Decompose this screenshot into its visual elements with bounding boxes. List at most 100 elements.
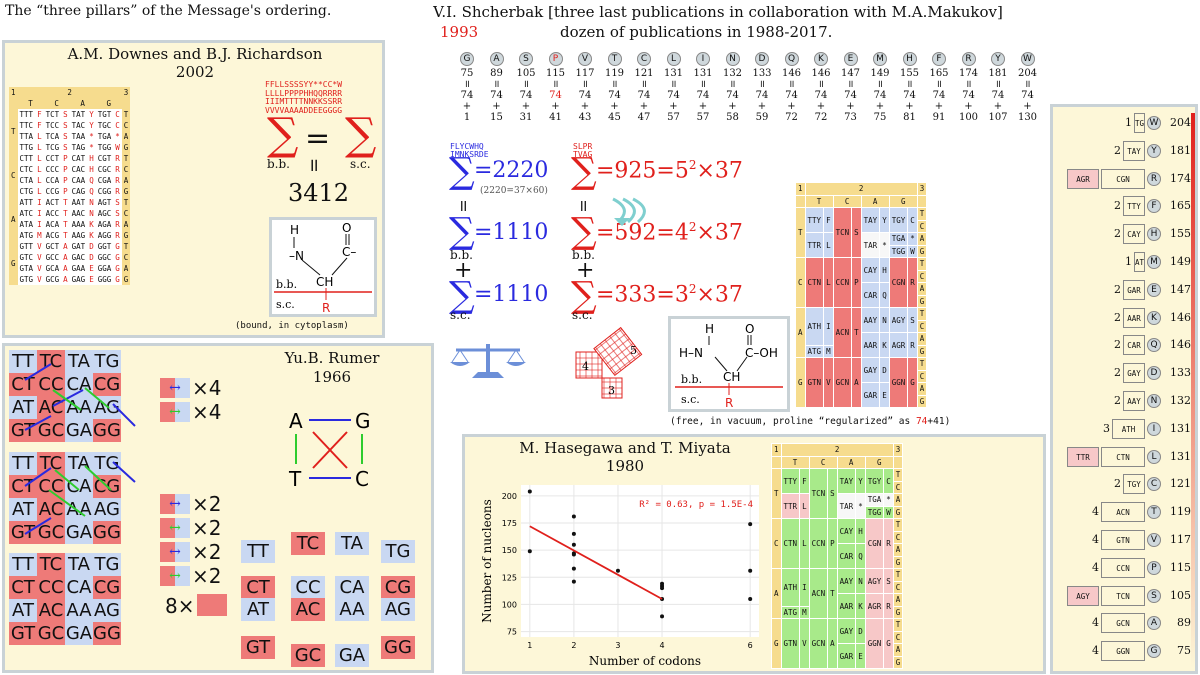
codon-group: H <box>879 257 890 283</box>
multiplier-label: ×2 <box>192 540 222 564</box>
aa-mass-value: 146 <box>1170 338 1191 352</box>
codon-group: * <box>883 493 894 507</box>
table-row: GAR E A <box>796 382 928 408</box>
codon-group: E <box>855 643 866 669</box>
aa-rank-row: 4 ACN T 119 <box>1053 502 1195 523</box>
star-dinucleotide: TC <box>291 532 325 555</box>
dinucleotide-CA: CA <box>65 475 93 498</box>
aa-mass: 146 <box>781 68 802 79</box>
eq-sign: ॥ <box>788 79 795 90</box>
aa-cell: G <box>113 274 122 285</box>
aa-letter-L: L <box>666 52 681 66</box>
codon-group: Q <box>855 543 866 569</box>
aa-mass: 121 <box>634 68 654 79</box>
pythagorean-squares-icon: 4 5 3 <box>575 326 643 399</box>
twisted-arrow-icon <box>612 197 646 226</box>
aa-column: F 165 ॥ 74 +91 <box>927 52 951 123</box>
multiplier-row: ↔ ×2 <box>160 564 221 588</box>
aa-letter-H: H <box>902 52 917 66</box>
codon-cell: GCC <box>43 252 62 263</box>
codon-count: 1 <box>1125 255 1132 268</box>
codon-cell: TGT <box>95 109 114 120</box>
rumer-row: GT GCGAGG <box>9 622 121 645</box>
data-point <box>571 552 576 557</box>
codon-count: 2 <box>1114 394 1121 407</box>
dinucleotide-AA: AA <box>65 599 93 622</box>
node-G: G <box>355 409 371 433</box>
aa-column: D 133 ॥ 74 +59 <box>750 52 774 123</box>
first-base: G <box>9 241 18 285</box>
table-row: T TTY F TCN S TAY Y TGY C T <box>795 207 928 258</box>
codon-box: ATH <box>1112 418 1145 439</box>
eq-sign: ॥ <box>818 79 824 90</box>
codon-group: TCN <box>808 468 829 519</box>
codon-group: AAY <box>860 307 881 333</box>
aa-sidechain-mass: 31 <box>519 112 533 123</box>
aa-letter-Y: Y <box>991 52 1005 66</box>
codon-count: 4 <box>1092 644 1099 658</box>
aa-cell: V <box>35 263 44 274</box>
aa-string: VVVVAAAADDEEGGGG <box>265 105 343 115</box>
eq-sign: ॥ <box>906 79 913 90</box>
aa-rank-row: 6AGRCGNR174 <box>1053 168 1195 189</box>
multiplier-label: ×4 <box>192 376 222 400</box>
aa-rank-row: 3 ATH I 131 <box>1053 418 1195 439</box>
aa-string: IIIMTTTTNNKKSSRR <box>265 97 343 106</box>
codon-box: TCN <box>1101 585 1145 606</box>
codon-group: TTY <box>780 468 801 494</box>
codon-group: GAY <box>860 357 881 383</box>
aa-offset: 74 <box>991 90 1005 101</box>
aa-letter-G: G <box>1147 644 1161 659</box>
table-row: GTG V GCG A GAG E GGG G G <box>9 274 131 285</box>
sum-592: =592=42×37 <box>596 220 743 246</box>
third-base: G <box>121 230 131 241</box>
codon-group: A <box>827 618 838 669</box>
aa-cell: V <box>35 241 44 252</box>
aa-mass: 204 <box>1017 68 1038 79</box>
table-row: TGG W G <box>772 505 904 519</box>
table-row: G <box>796 394 928 408</box>
aa-cell: E <box>87 263 96 274</box>
plus-sign: + <box>875 101 885 112</box>
dinucleotide-CT: CT <box>9 576 37 599</box>
sum-333: =333=32×37 <box>596 282 743 308</box>
svg-text:5: 5 <box>630 344 637 357</box>
aa-sidechain-mass: 59 <box>755 112 769 123</box>
codon-cell: CTC <box>17 164 36 175</box>
aa-rank-row: 2 GAR E 147 <box>1053 279 1195 300</box>
codon-cell: GAC <box>69 252 88 263</box>
codon-group: TGG <box>888 244 909 258</box>
codon-group: * <box>879 232 890 258</box>
codon-cell: CAC <box>69 164 88 175</box>
codon-box: AAY <box>1123 391 1145 411</box>
star-dinucleotide: AC <box>291 598 325 621</box>
table-row: GTA V GCA A GAA E GGA G A <box>9 263 131 274</box>
codon-box: TGY <box>1123 474 1145 495</box>
aa-cell: L <box>35 131 44 142</box>
table-row: ATC I ACC T AAC N AGC S C <box>9 208 131 219</box>
eq-sign: ॥ <box>759 79 765 90</box>
dinucleotide-GA: GA <box>65 622 93 645</box>
star-dinucleotide: GT <box>241 636 275 659</box>
aa-offset: 74 <box>519 90 533 101</box>
codon-box: TAY <box>1123 140 1145 161</box>
dinucleotide-AT: AT <box>9 498 37 521</box>
aa-cell: I <box>35 208 44 219</box>
bb-label: b.b. <box>267 157 290 171</box>
codon-group: Y <box>855 468 866 494</box>
table-row: AAR K AGR R A <box>796 332 928 358</box>
dinucleotide-GT: GT <box>9 521 37 544</box>
codon-group: AGR <box>864 593 885 619</box>
codon-box: GCN <box>1101 613 1145 634</box>
codon-cell: ATA <box>17 219 36 230</box>
svg-text:b.b.: b.b. <box>681 373 702 386</box>
aa-mass: 133 <box>752 68 772 79</box>
aa-letter-A: A <box>1147 616 1161 631</box>
table-row: A ATT I ACT T AAT N AGT S T <box>9 197 131 241</box>
nucleons-vs-codons-chart: 75 100 125 150 175 200 1 2 3 4 6 Number of codons Nu… <box>480 485 759 668</box>
codon-cell: AAA <box>69 219 88 230</box>
plus-sign: + <box>639 101 649 112</box>
codon-group: G <box>907 357 918 408</box>
table-row: TTC F TCC S TAC Y TGC C C <box>9 120 131 131</box>
